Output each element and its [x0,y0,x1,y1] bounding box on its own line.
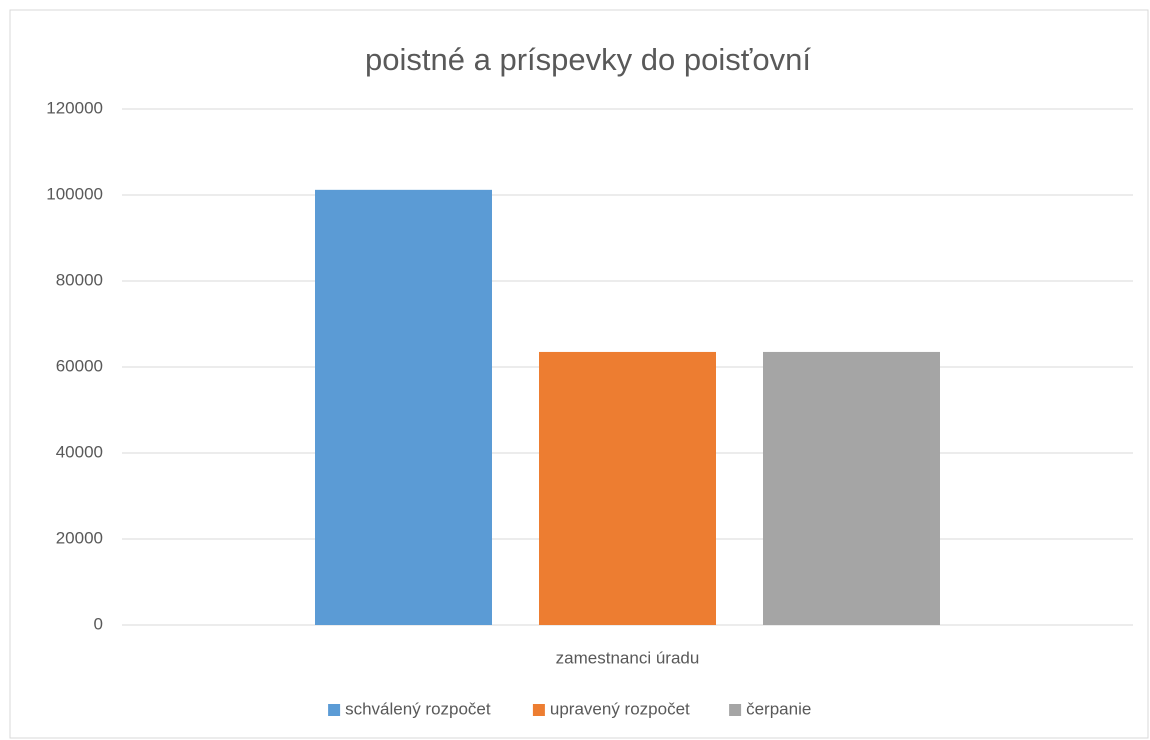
y-tick-label: 0 [94,614,103,633]
x-tick-label: zamestnanci úradu [556,648,700,667]
y-tick-label: 40000 [56,442,103,461]
y-tick-label: 80000 [56,270,103,289]
y-tick-label: 100000 [46,184,103,203]
y-tick-label: 120000 [46,98,103,117]
chart-title: poistné a príspevky do poisťovní [365,42,811,77]
bar [763,351,940,625]
y-tick-label: 60000 [56,356,103,375]
legend-label: čerpanie [746,699,811,718]
legend-swatch [729,704,742,716]
y-tick-label: 20000 [56,528,103,547]
legend-swatch [328,704,341,716]
legend-label: upravený rozpočet [550,699,690,718]
bar [315,189,492,625]
legend-swatch [532,704,545,716]
bar [539,351,716,625]
legend-label: schválený rozpočet [345,699,491,718]
